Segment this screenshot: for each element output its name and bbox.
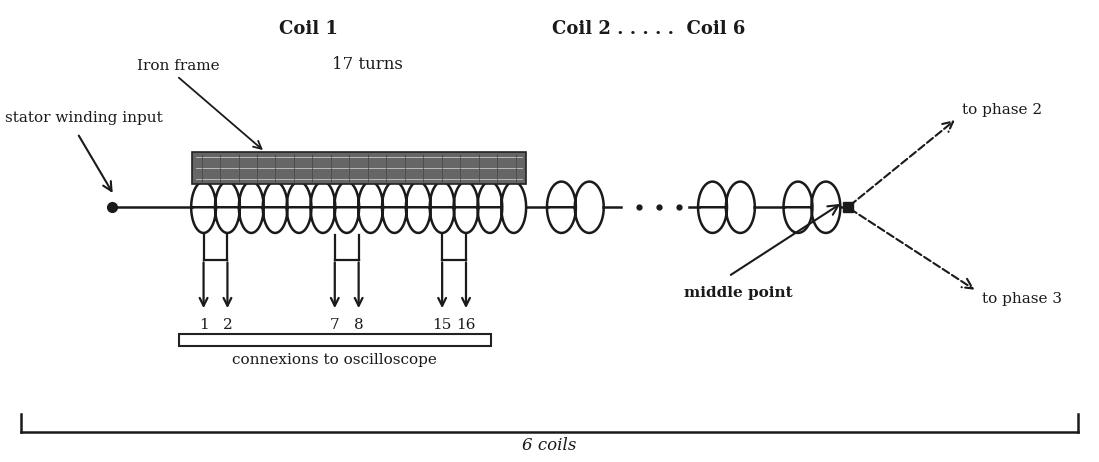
Text: 8: 8 xyxy=(354,318,364,332)
Text: to phase 3: to phase 3 xyxy=(981,292,1062,306)
Text: 2: 2 xyxy=(223,318,232,332)
Text: connexions to oscilloscope: connexions to oscilloscope xyxy=(232,353,437,367)
Text: Coil 2 . . . . .  Coil 6: Coil 2 . . . . . Coil 6 xyxy=(552,20,745,38)
Text: 15: 15 xyxy=(432,318,452,332)
Text: to phase 2: to phase 2 xyxy=(962,103,1042,117)
Text: stator winding input: stator winding input xyxy=(4,111,163,125)
Text: middle point: middle point xyxy=(684,286,792,300)
Text: 6 coils: 6 coils xyxy=(522,438,577,455)
Text: 17 turns: 17 turns xyxy=(332,55,403,73)
Text: 1: 1 xyxy=(199,318,209,332)
Text: Coil 1: Coil 1 xyxy=(279,20,338,38)
Text: 16: 16 xyxy=(456,318,476,332)
Text: 7: 7 xyxy=(330,318,340,332)
Bar xyxy=(191,152,525,183)
Text: Iron frame: Iron frame xyxy=(137,59,220,73)
Bar xyxy=(179,334,491,346)
